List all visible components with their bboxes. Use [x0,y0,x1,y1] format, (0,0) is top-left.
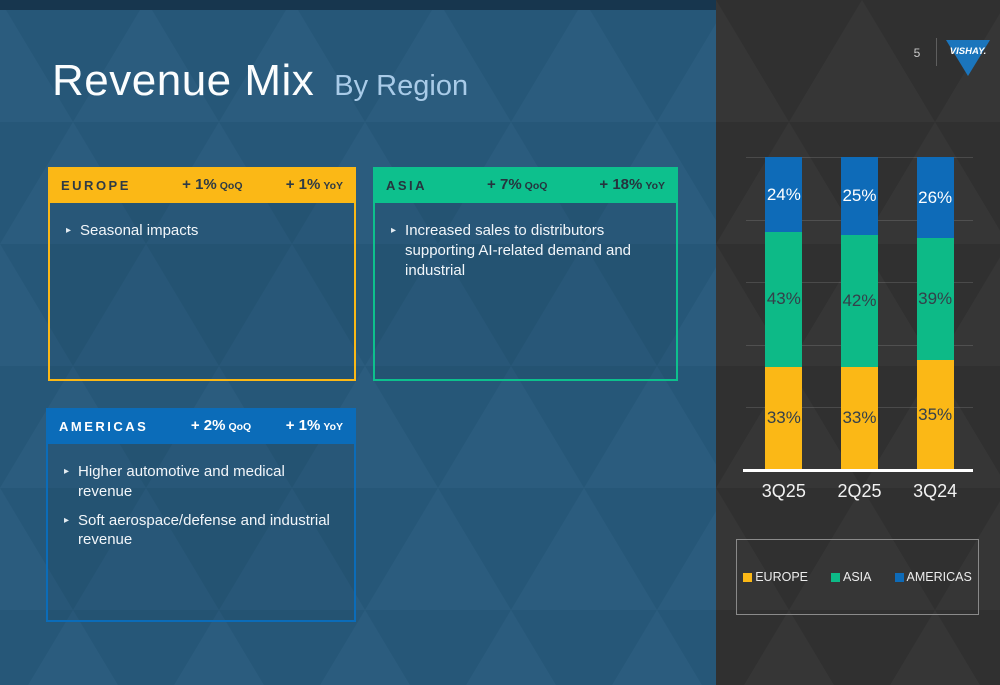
title-main: Revenue Mix [52,56,315,105]
page-title: Revenue Mix By Region [52,56,468,106]
region-body: ▸ Higher automotive and medical revenue ▸… [48,442,354,550]
region-box-europe: EUROPE + 1% QoQ + 1% YoY ▸ Seasonal impacts [48,167,356,381]
qoq-unit: QoQ [524,180,548,192]
legend-item-europe: EUROPE [743,570,808,584]
bar-segment-europe: 33% [765,366,803,470]
category-label: 2Q25 [837,481,882,501]
region-stats: + 2% QoQ + 1% YoY [148,417,343,435]
legend-label: AMERICAS [906,570,972,584]
qoq-value: + 1% [182,176,217,193]
bar-value-label: 35% [918,405,953,425]
legend-label: EUROPE [755,570,808,584]
bullet-triangle-icon: ▸ [66,225,72,236]
bullet-text: Higher automotive and medical revenue [78,463,285,500]
category-axis: 3Q25 2Q25 3Q24 [746,481,973,502]
list-item: ▸ Soft aerospace/defense and industrial r… [62,511,342,551]
bar-segment-asia: 43% [765,232,803,367]
category-label: 3Q25 [761,481,806,501]
chart-bars: 33% 43% 24% 33% 42% 25% 35% 39% 26% [746,157,973,470]
top-accent-strip [0,0,716,10]
bullet-text: Soft aerospace/defense and industrial re… [78,511,330,549]
bar-chart-plot: 33% 43% 24% 33% 42% 25% 35% 39% 26% [746,157,973,470]
bar-segment-americas: 26% [916,157,954,239]
vishay-triangle-icon: VISHAY. [946,40,990,76]
bar-segment-americas: 25% [840,157,878,236]
region-name: ASIA [386,177,428,193]
bar-value-label: 43% [766,289,801,309]
bar-3Q24: 35% 39% 26% [916,157,954,470]
region-stats: + 7% QoQ + 18% YoY [427,176,665,194]
bar-2Q25: 33% 42% 25% [840,157,878,470]
list-item: ▸ Seasonal impacts [64,221,342,241]
legend-swatch-icon [831,572,840,582]
vishay-logo: VISHAY. [944,36,992,83]
legend-label: ASIA [843,570,872,584]
region-header-europe: EUROPE + 1% QoQ + 1% YoY [48,167,356,203]
region-header-asia: ASIA + 7% QoQ + 18% YoY [373,167,678,203]
bar-segment-americas: 24% [765,157,803,233]
qoq-stat: + 7% QoQ [479,176,547,194]
bar-segment-europe: 35% [916,360,954,470]
x-axis-line [743,469,973,472]
logo-text: VISHAY. [950,46,986,57]
bar-3Q25: 33% 43% 24% [765,157,803,470]
title-subtitle: By Region [334,70,469,102]
qoq-value: + 7% [487,176,522,193]
yoy-unit: YoY [645,180,665,192]
bar-segment-asia: 42% [840,235,878,367]
bullet-triangle-icon: ▸ [391,225,397,236]
bar-segment-asia: 39% [916,238,954,361]
bar-value-label: 39% [918,289,953,309]
region-stats: + 1% QoQ + 1% YoY [131,176,343,194]
yoy-value: + 1% [285,176,321,193]
bar-value-label: 33% [766,408,801,428]
background-pattern-left [0,0,716,685]
legend-item-asia: ASIA [831,570,872,584]
region-name: AMERICAS [59,418,149,434]
header-divider [936,38,937,66]
region-body: ▸ Seasonal impacts [50,201,354,241]
bullet-triangle-icon: ▸ [64,466,70,477]
list-item: ▸ Higher automotive and medical revenue [62,462,342,502]
qoq-unit: QoQ [228,421,252,433]
qoq-stat: + 2% QoQ [183,417,251,435]
bullet-triangle-icon: ▸ [64,514,70,526]
bar-value-label: 25% [842,186,877,206]
yoy-value: + 18% [599,176,643,193]
region-box-asia: ASIA + 7% QoQ + 18% YoY ▸ Increased sales t… [373,167,678,381]
region-header-americas: AMERICAS + 2% QoQ + 1% YoY [46,408,356,444]
region-box-americas: AMERICAS + 2% QoQ + 1% YoY ▸ Higher automot… [46,408,356,622]
region-name: EUROPE [61,177,131,193]
bar-value-label: 24% [766,184,801,204]
qoq-value: + 2% [190,417,226,434]
bar-value-label: 42% [842,290,877,310]
qoq-unit: QoQ [219,180,243,192]
page-number: 5 [913,46,921,60]
yoy-stat: + 1% YoY [286,176,343,194]
yoy-value: + 1% [285,417,321,434]
qoq-stat: + 1% QoQ [174,176,242,194]
chart-legend: EUROPE ASIA AMERICAS [736,539,979,615]
yoy-unit: YoY [323,421,343,433]
bullet-text: Increased sales to distributors supporti… [405,222,632,279]
legend-item-americas: AMERICAS [894,570,972,584]
category-label: 3Q24 [913,481,958,501]
bullet-text: Seasonal impacts [80,222,199,239]
yoy-stat: + 1% YoY [286,417,343,435]
legend-swatch-icon [894,572,904,582]
yoy-unit: YoY [323,180,343,192]
bar-value-label: 26% [918,187,953,207]
region-body: ▸ Increased sales to distributors support… [375,201,676,280]
yoy-stat: + 18% YoY [599,176,665,194]
legend-swatch-icon [743,572,753,582]
legend-row: EUROPE ASIA AMERICAS [743,570,972,584]
bar-segment-europe: 33% [840,366,878,470]
bar-value-label: 33% [842,408,877,428]
list-item: ▸ Increased sales to distributors support… [389,221,664,280]
